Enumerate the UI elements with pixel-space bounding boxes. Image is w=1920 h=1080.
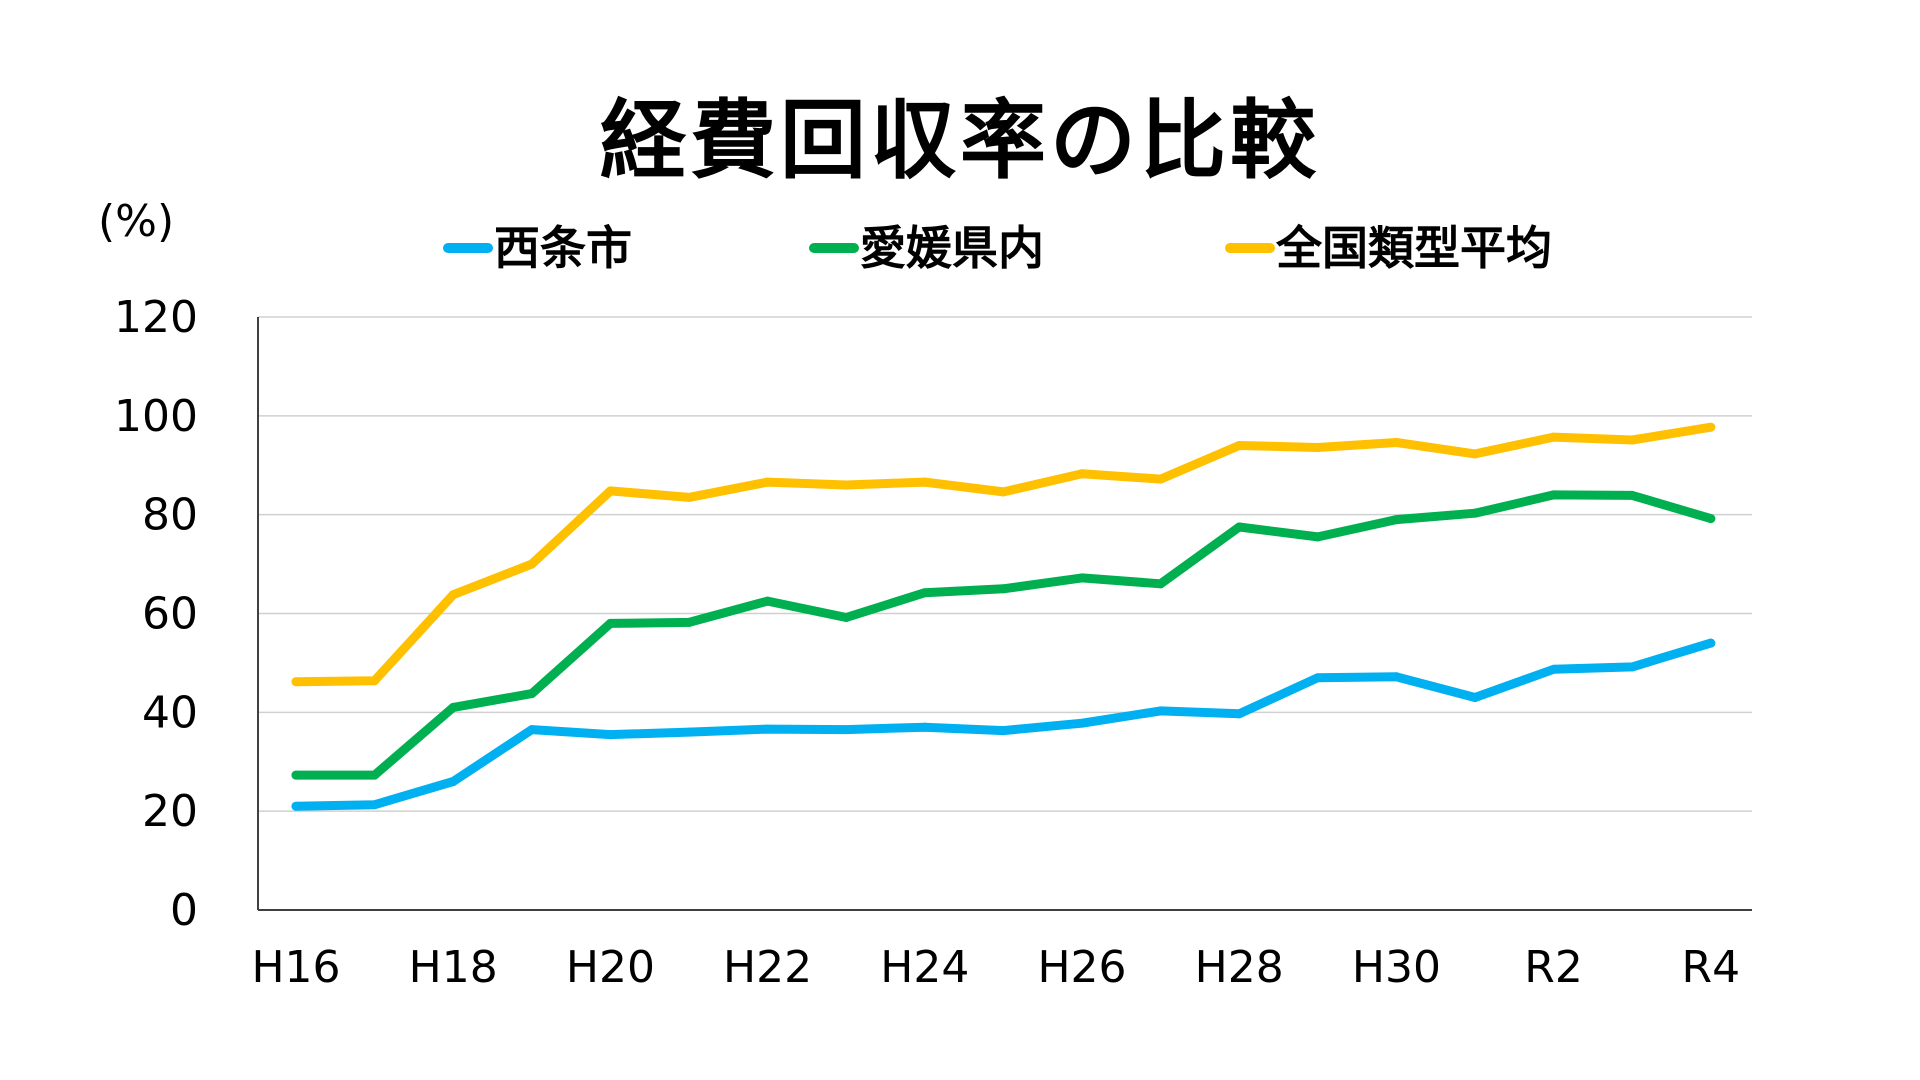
data-point-2-15 <box>1470 449 1480 459</box>
data-point-2-11 <box>1156 474 1166 484</box>
data-point-2-4 <box>605 486 615 496</box>
data-point-1-12 <box>1234 522 1244 532</box>
x-tick-label-H28: H28 <box>1195 942 1284 993</box>
chart-title: 経費回収率の比較 <box>600 91 1320 191</box>
series-lines <box>291 422 1716 811</box>
data-point-2-3 <box>527 559 537 569</box>
data-point-1-0 <box>291 770 301 780</box>
data-point-0-10 <box>1077 718 1087 728</box>
data-point-1-8 <box>920 588 930 598</box>
data-point-2-8 <box>920 477 930 487</box>
data-point-1-7 <box>841 612 851 622</box>
data-point-2-12 <box>1234 440 1244 450</box>
data-point-0-15 <box>1470 693 1480 703</box>
data-point-1-2 <box>448 702 458 712</box>
data-point-0-14 <box>1391 672 1401 682</box>
y-tick-label-100: 100 <box>114 391 198 442</box>
x-tick-label-H26: H26 <box>1037 942 1126 993</box>
data-point-0-16 <box>1549 664 1559 674</box>
data-point-1-1 <box>370 770 380 780</box>
data-point-1-6 <box>763 596 773 606</box>
data-point-1-15 <box>1470 508 1480 518</box>
axes <box>257 317 1752 911</box>
data-point-1-4 <box>605 618 615 628</box>
data-point-2-18 <box>1706 422 1716 432</box>
series-1 <box>291 490 1716 780</box>
data-point-2-2 <box>448 590 458 600</box>
data-point-2-16 <box>1549 432 1559 442</box>
x-tick-label-H22: H22 <box>723 942 812 993</box>
data-point-2-17 <box>1627 435 1637 445</box>
y-tick-label-60: 60 <box>142 589 198 640</box>
series-0 <box>291 638 1716 811</box>
legend-label-1: 愛媛県内 <box>860 221 1044 275</box>
y-tick-label-80: 80 <box>142 490 198 541</box>
gridlines <box>258 316 1752 812</box>
data-point-2-14 <box>1391 438 1401 448</box>
data-point-2-6 <box>763 477 773 487</box>
data-point-1-10 <box>1077 573 1087 583</box>
series-line-0 <box>291 638 1716 811</box>
y-tick-label-120: 120 <box>114 292 198 343</box>
data-point-0-9 <box>998 726 1008 736</box>
x-tick-label-H24: H24 <box>880 942 969 993</box>
data-point-2-10 <box>1077 469 1087 479</box>
data-point-0-4 <box>605 730 615 740</box>
x-tick-label-H30: H30 <box>1352 942 1441 993</box>
y-tick-labels: 0 20 40 60 80 100 120 <box>114 292 198 936</box>
y-tick-label-20: 20 <box>142 786 198 837</box>
series-line-2 <box>291 422 1716 687</box>
data-point-0-6 <box>763 724 773 734</box>
legend-label-2: 全国類型平均 <box>1275 221 1552 275</box>
data-point-1-16 <box>1549 490 1559 500</box>
data-point-1-5 <box>684 617 694 627</box>
data-point-0-17 <box>1627 662 1637 672</box>
y-axis-unit-label: (%) <box>98 196 175 247</box>
data-point-2-1 <box>370 676 380 686</box>
data-point-0-2 <box>448 777 458 787</box>
x-tick-label-H20: H20 <box>566 942 655 993</box>
data-point-0-1 <box>370 800 380 810</box>
data-point-1-3 <box>527 689 537 699</box>
data-point-2-0 <box>291 677 301 687</box>
x-tick-label-R2: R2 <box>1524 942 1583 993</box>
legend-label-0: 西条市 <box>494 221 632 275</box>
data-point-2-9 <box>998 487 1008 497</box>
data-point-2-5 <box>684 492 694 502</box>
data-point-1-13 <box>1313 532 1323 542</box>
data-point-2-7 <box>841 480 851 490</box>
data-point-0-11 <box>1156 706 1166 716</box>
data-point-1-11 <box>1156 579 1166 589</box>
x-tick-label-R4: R4 <box>1682 942 1741 993</box>
data-point-1-17 <box>1627 490 1637 500</box>
data-point-1-18 <box>1706 514 1716 524</box>
data-point-0-5 <box>684 727 694 737</box>
legend: 西条市 愛媛県内 全国類型平均 <box>443 221 1552 275</box>
data-point-0-3 <box>527 725 537 735</box>
data-point-0-13 <box>1313 673 1323 683</box>
data-point-1-9 <box>998 584 1008 594</box>
x-tick-label-H18: H18 <box>409 942 498 993</box>
data-point-0-12 <box>1234 709 1244 719</box>
y-tick-label-0: 0 <box>170 885 198 936</box>
data-point-0-18 <box>1706 638 1716 648</box>
y-tick-label-40: 40 <box>142 687 198 738</box>
data-point-2-13 <box>1313 442 1323 452</box>
data-point-0-7 <box>841 725 851 735</box>
data-point-1-14 <box>1391 515 1401 525</box>
data-point-0-8 <box>920 722 930 732</box>
x-tick-label-H16: H16 <box>251 942 340 993</box>
data-point-0-0 <box>291 801 301 811</box>
series-2 <box>291 422 1716 687</box>
x-tick-labels: H16 H18 H20 H22 H24 H26 H28 H30 R2 R4 <box>251 942 1740 993</box>
